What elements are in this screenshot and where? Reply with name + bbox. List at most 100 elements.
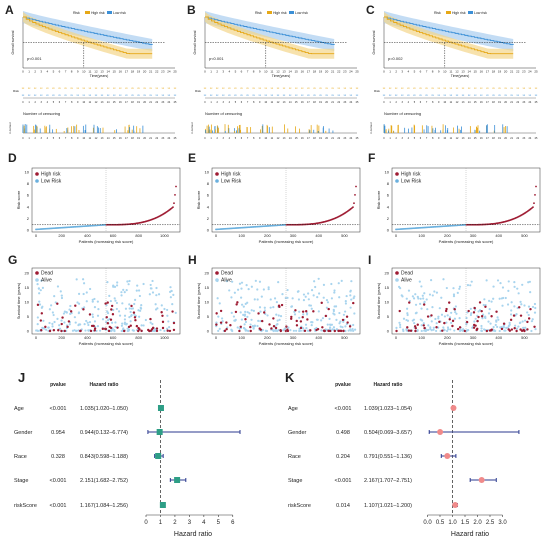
dead-point xyxy=(104,302,107,305)
alive-point xyxy=(353,295,356,298)
panel-letter: J xyxy=(18,370,25,385)
censor-x-tick: 8 xyxy=(432,137,434,140)
x-tick-label: 4 xyxy=(202,520,206,526)
x-tick-label: 16 xyxy=(480,70,484,74)
risk-count-low: xx xyxy=(523,94,526,97)
alive-point xyxy=(54,301,57,304)
alive-point xyxy=(151,279,154,283)
alive-point xyxy=(302,327,305,330)
risk-x-tick: 24 xyxy=(529,101,532,104)
alive-point xyxy=(256,298,259,301)
dead-point xyxy=(133,316,137,319)
forest-row-age: Age <0.001 1.039(1.023–1.054) xyxy=(288,405,457,412)
dead-point xyxy=(444,309,448,313)
dead-point xyxy=(172,321,176,325)
risk-count-low: xx xyxy=(107,94,110,97)
risk-count-high: xx xyxy=(125,87,128,90)
dead-point xyxy=(257,312,260,315)
alive-point xyxy=(225,280,229,283)
alive-point xyxy=(123,291,126,294)
risk-count-low: xx xyxy=(76,94,79,97)
alive-point xyxy=(247,288,250,291)
alive-point xyxy=(470,312,473,315)
alive-point xyxy=(240,303,244,306)
x-tick-label: 22 xyxy=(337,70,341,74)
y-tick-label: 10 xyxy=(205,300,210,305)
alive-point xyxy=(309,304,313,307)
alive-point xyxy=(267,288,270,291)
risk-x-tick: 11 xyxy=(450,101,453,104)
alive-point xyxy=(454,310,457,314)
alive-point xyxy=(399,326,402,329)
alive-point xyxy=(51,311,54,314)
alive-point xyxy=(326,323,329,326)
y-tick-label: 8 xyxy=(387,181,390,186)
censor-x-tick: 19 xyxy=(137,137,140,140)
dead-point xyxy=(407,329,411,332)
alive-point xyxy=(312,294,315,297)
alive-point xyxy=(91,298,94,301)
x-tick-label: 18 xyxy=(131,70,135,74)
panel-letter: B xyxy=(187,3,196,17)
y-tick-label: 4 xyxy=(387,204,390,209)
alive-point xyxy=(431,306,434,309)
dead-point xyxy=(40,329,43,332)
alive-point xyxy=(332,312,335,315)
legend-label-dead: Dead xyxy=(401,271,413,277)
alive-point xyxy=(121,322,124,325)
alive-point xyxy=(333,305,336,308)
y-tick-label: 2 xyxy=(27,216,30,221)
x-axis-label: Patients (increasing risk socre) xyxy=(439,341,494,346)
legend-label-low: Low risk xyxy=(113,11,126,15)
risk-count-low: xx xyxy=(113,94,116,97)
risk-count-low: xx xyxy=(456,94,459,97)
risk-x-tick: 1 xyxy=(28,101,30,104)
row-hazard-ratio: 2.167(1.707–2.751) xyxy=(364,478,412,484)
dead-point xyxy=(413,325,417,328)
alive-point xyxy=(144,318,147,322)
risk-x-tick: 10 xyxy=(443,101,446,104)
alive-point xyxy=(345,294,348,298)
dead-point xyxy=(285,325,288,328)
alive-point xyxy=(435,322,438,325)
alive-point xyxy=(38,300,41,303)
alive-point xyxy=(504,296,507,300)
alive-point xyxy=(349,290,352,293)
x-tick-label: 12 xyxy=(94,70,98,74)
x-tick-label: 0 xyxy=(395,233,398,238)
dead-point xyxy=(101,327,105,331)
x-tick-label: 20 xyxy=(143,70,147,74)
x-tick-label: 22 xyxy=(516,70,520,74)
alive-point xyxy=(114,321,117,324)
x-tick-label: 13 xyxy=(100,70,104,74)
risk-count-high: xx xyxy=(40,87,43,90)
x-tick-label: 15 xyxy=(474,70,478,74)
risk-count-high: xx xyxy=(474,87,477,90)
x-tick-label: 13 xyxy=(282,70,286,74)
dead-point xyxy=(67,320,71,323)
risk-x-tick: 0 xyxy=(22,101,24,104)
risk-x-tick: 9 xyxy=(438,101,440,104)
alive-point xyxy=(36,282,39,286)
dead-point xyxy=(456,327,460,331)
risk-x-tick: 4 xyxy=(408,101,410,104)
alive-point xyxy=(168,326,171,329)
alive-point xyxy=(114,299,117,302)
risk-count-low: xx xyxy=(401,94,404,97)
alive-point xyxy=(159,328,162,332)
alive-point xyxy=(117,310,121,313)
risk-count-high: xx xyxy=(258,87,261,90)
alive-point xyxy=(489,322,492,325)
alive-point xyxy=(446,329,449,333)
alive-point xyxy=(316,296,319,299)
alive-point xyxy=(58,327,62,330)
alive-point xyxy=(456,291,459,295)
legend-dot-high xyxy=(395,172,399,176)
alive-point xyxy=(169,290,172,294)
x-tick-label: 0 xyxy=(35,233,38,238)
alive-point xyxy=(446,314,449,317)
risk-count-low: xx xyxy=(413,94,416,97)
x-tick-label: 0 xyxy=(215,335,218,340)
dead-point xyxy=(249,325,252,329)
alive-point xyxy=(442,328,446,331)
